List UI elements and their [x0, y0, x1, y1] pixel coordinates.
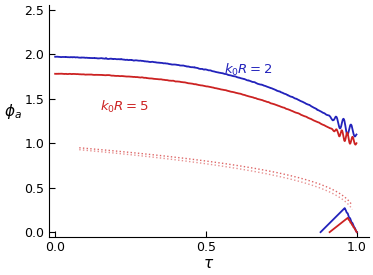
Text: $k_0R = 5$: $k_0R = 5$: [100, 99, 149, 115]
Y-axis label: $\phi_a$: $\phi_a$: [4, 102, 22, 121]
X-axis label: $\tau$: $\tau$: [203, 256, 214, 271]
Text: $k_0R = 2$: $k_0R = 2$: [224, 62, 273, 78]
